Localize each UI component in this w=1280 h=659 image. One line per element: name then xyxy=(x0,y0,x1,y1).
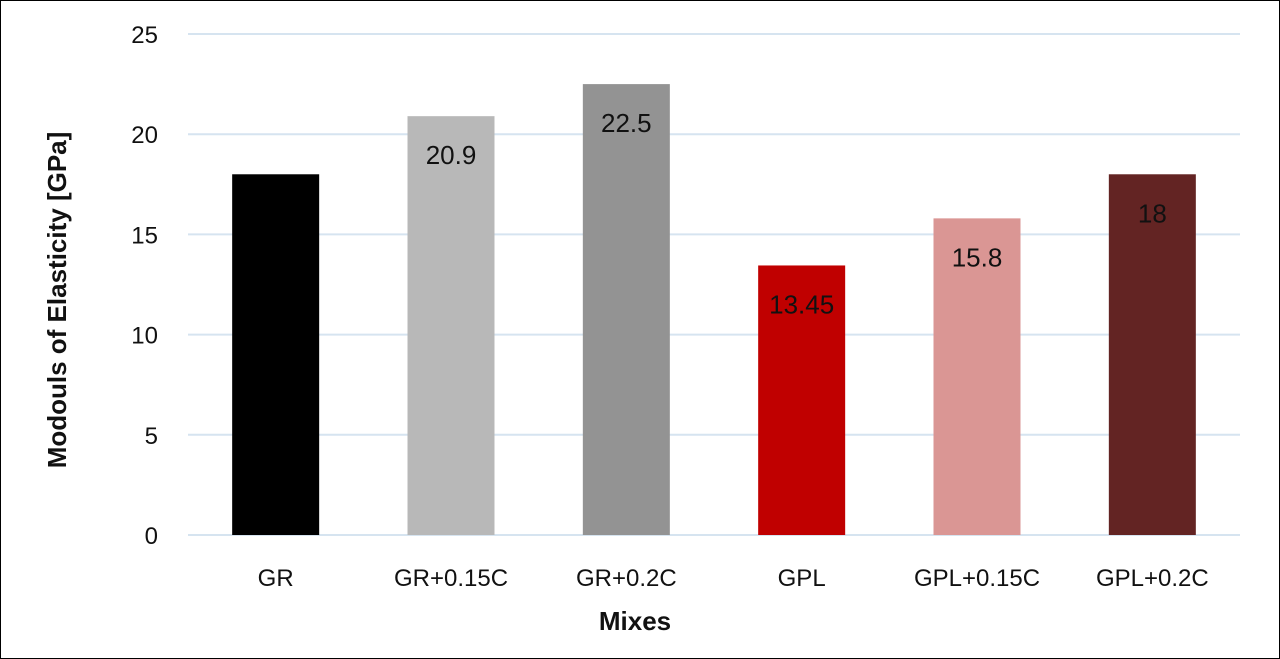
bar-gr xyxy=(232,174,320,535)
x-tick-label: GPL+0.15C xyxy=(914,565,1040,592)
data-label: 22.5 xyxy=(601,108,652,138)
y-tick-label: 15 xyxy=(131,222,158,249)
x-tick-label: GPL xyxy=(778,565,826,592)
bar-gr-0-2c xyxy=(582,84,670,535)
x-tick-label: GR+0.15C xyxy=(394,565,508,592)
y-tick-label: 0 xyxy=(145,523,158,550)
x-axis-ticks: GR GR+0.15C GR+0.2C GPL GPL+0.15C GPL+0.2C xyxy=(258,565,1209,592)
y-tick-label: 10 xyxy=(131,323,158,350)
x-tick-label: GPL+0.2C xyxy=(1096,565,1209,592)
y-tick-label: 25 xyxy=(131,22,158,49)
data-label: 13.45 xyxy=(769,289,834,319)
y-tick-label: 5 xyxy=(145,423,158,450)
data-label: 15.8 xyxy=(952,242,1003,272)
x-tick-label: GR xyxy=(258,565,294,592)
y-tick-label: 20 xyxy=(131,122,158,149)
data-labels: 20.9 22.5 13.45 15.8 18 xyxy=(426,108,1167,319)
data-label: 18 xyxy=(1138,198,1167,228)
bars xyxy=(232,84,1196,536)
bar-gpl-0-15c xyxy=(933,218,1021,536)
bar-gpl-0-2c xyxy=(1108,174,1196,535)
bar-gr-0-15c xyxy=(407,116,495,535)
data-label: 20.9 xyxy=(426,140,477,170)
x-axis-title: Mixes xyxy=(599,606,671,636)
x-tick-label: GR+0.2C xyxy=(576,565,677,592)
y-axis-title: Modouls of Elasticity [GPa] xyxy=(42,132,72,469)
bar-gpl xyxy=(758,265,846,535)
y-axis-ticks: 0 5 10 15 20 25 xyxy=(131,22,158,550)
gridlines xyxy=(188,33,1240,536)
